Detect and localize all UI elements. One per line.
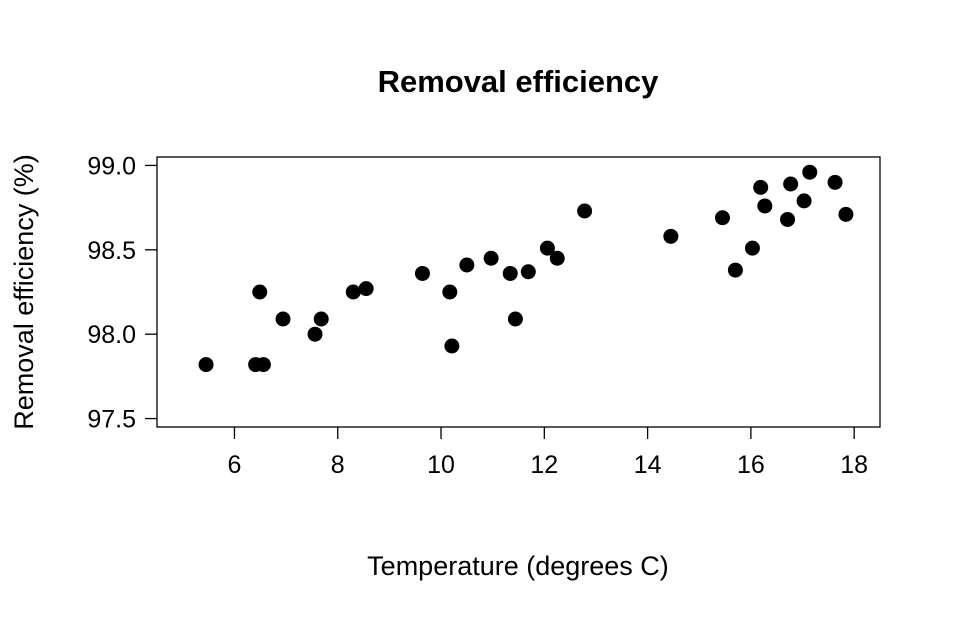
data-point (307, 326, 323, 342)
data-point (313, 311, 329, 327)
x-axis-label: Temperature (degrees C) (367, 551, 669, 581)
data-point (442, 284, 458, 300)
data-point (577, 203, 593, 219)
data-point (252, 284, 268, 300)
data-point (483, 250, 499, 266)
y-tick-label: 98.0 (87, 321, 136, 349)
x-tick-label: 12 (530, 451, 558, 479)
x-tick-label: 16 (737, 451, 765, 479)
y-axis-label: Removal efficiency (%) (9, 154, 39, 430)
data-point (753, 179, 769, 195)
data-point (727, 262, 743, 278)
x-tick-label: 18 (840, 451, 868, 479)
data-point (358, 281, 374, 297)
data-point (414, 265, 430, 281)
x-tick-label: 14 (634, 451, 662, 479)
data-point (780, 211, 796, 227)
data-point (502, 265, 518, 281)
data-point (275, 311, 291, 327)
y-tick-label: 99.0 (87, 152, 136, 180)
x-tick-label: 10 (427, 451, 455, 479)
plot-frame (156, 156, 881, 428)
data-point (744, 240, 760, 256)
data-point (549, 250, 565, 266)
data-point (757, 198, 773, 214)
data-point (827, 174, 843, 190)
data-point (520, 264, 536, 280)
x-tick-label: 6 (228, 451, 242, 479)
x-axis: 6 8 10 12 14 16 18 (228, 427, 868, 479)
data-point (783, 176, 799, 192)
data-point (444, 338, 460, 354)
data-point (198, 357, 214, 373)
data-point (796, 193, 812, 209)
data-point (459, 257, 475, 273)
data-point (663, 228, 679, 244)
data-points (198, 164, 854, 373)
data-point (838, 206, 854, 222)
data-point (345, 284, 361, 300)
chart-title: Removal efficiency (378, 64, 660, 99)
data-point (255, 357, 271, 373)
data-point (507, 311, 523, 327)
data-point (802, 164, 818, 180)
y-tick-label: 98.5 (87, 237, 136, 265)
y-tick-label: 97.5 (87, 406, 136, 434)
data-point (539, 240, 555, 256)
data-point (714, 210, 730, 226)
y-axis: 97.5 98.0 98.5 99.0 (87, 152, 157, 434)
x-tick-label: 8 (331, 451, 345, 479)
